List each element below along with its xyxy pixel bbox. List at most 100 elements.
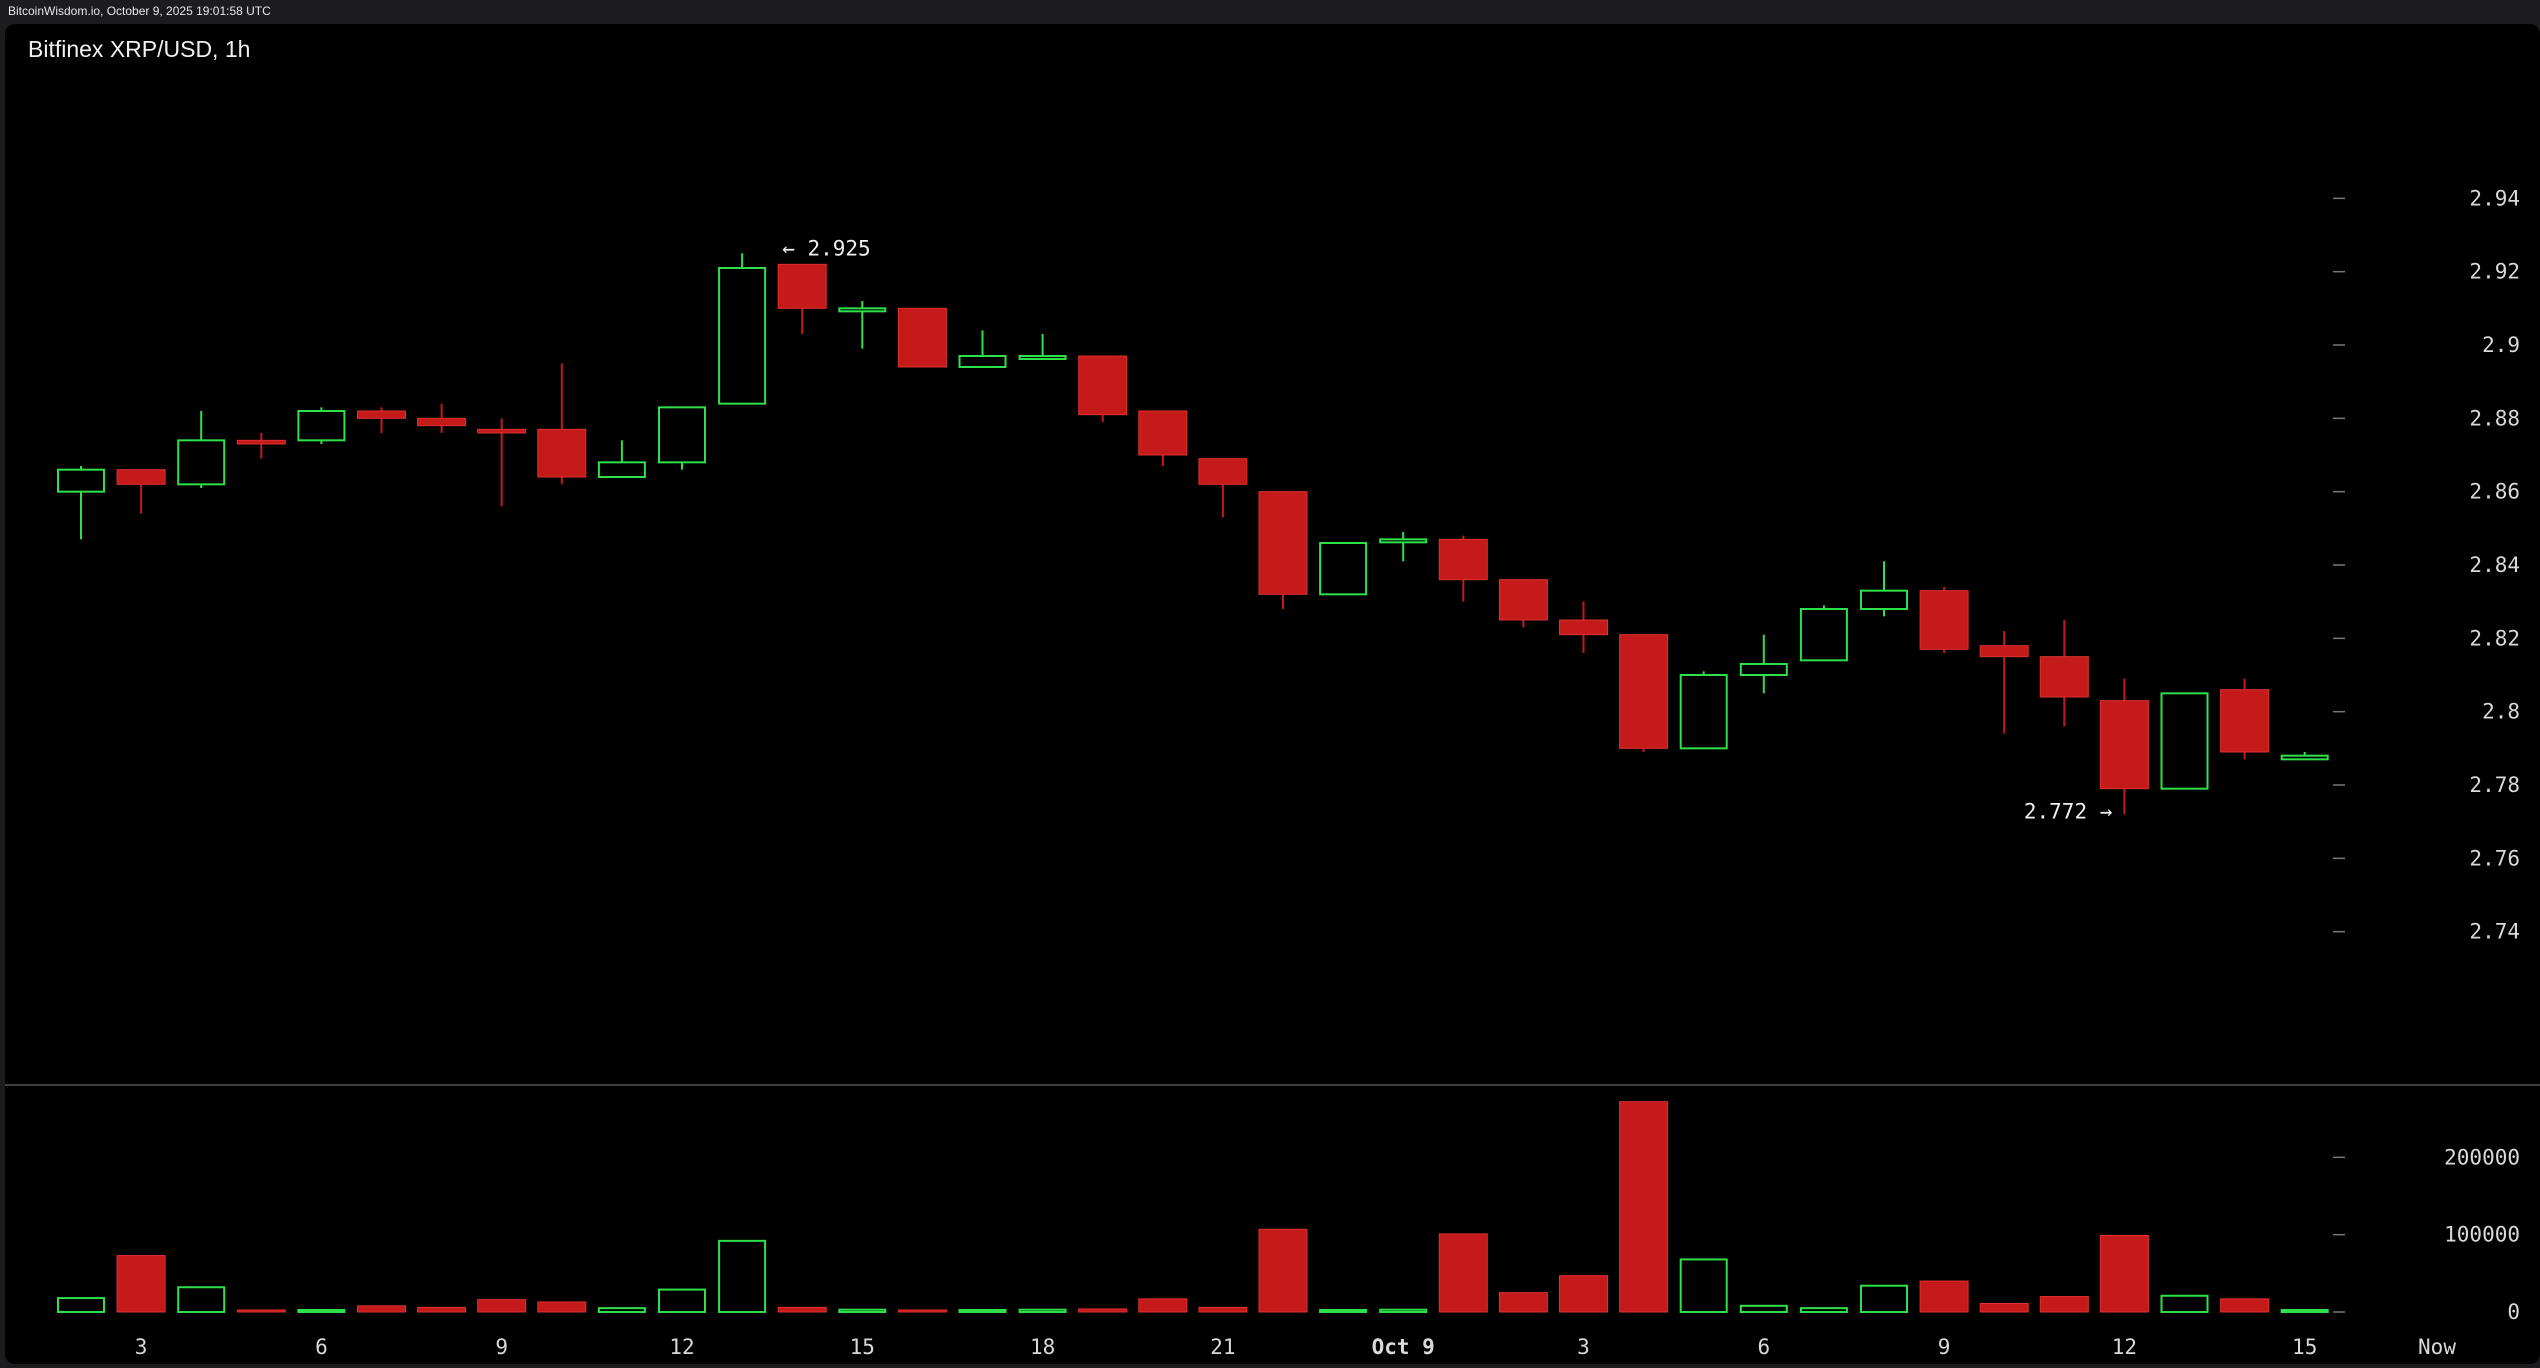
price-tick-label: 2.84 [2469,553,2520,577]
volume-bar-down[interactable] [1498,1292,1548,1313]
chart-title: Bitfinex XRP/USD, 1h [28,36,251,62]
volume-bar-down[interactable] [777,1306,827,1313]
time-axis-label: 3 [1577,1335,1590,1359]
candle-body-down[interactable] [477,428,527,434]
candle-body-up[interactable] [838,307,887,313]
time-axis-label: 9 [495,1335,508,1359]
candle-body-down[interactable] [1138,410,1188,456]
volume-bar-up[interactable] [958,1309,1007,1313]
candle-body-down[interactable] [1559,619,1608,636]
price-tick-label: 2.9 [2482,333,2520,357]
price-tick-label: 2.8 [2482,700,2520,724]
candle-body-up[interactable] [1799,608,1848,662]
candle-body-up[interactable] [1860,589,1908,611]
time-axis-label: 3 [135,1335,148,1359]
candle-body-up[interactable] [297,410,346,442]
volume-bar-up[interactable] [1799,1307,1848,1313]
volume-bar-down[interactable] [1138,1298,1188,1313]
candle-body-down[interactable] [537,428,587,478]
candle-body-up[interactable] [57,468,105,493]
time-axis-label: 12 [669,1335,694,1359]
volume-bar-down[interactable] [1198,1306,1248,1313]
time-axis-label: 6 [315,1335,328,1359]
volume-bar-up[interactable] [1739,1304,1788,1314]
volume-bar-down[interactable] [2039,1296,2089,1313]
volume-bar-up[interactable] [597,1307,646,1313]
candle-body-down[interactable] [1078,355,1128,416]
candle-body-up[interactable] [597,461,646,479]
candle-body-down[interactable] [236,439,286,445]
candle-body-up[interactable] [177,439,226,486]
candle-body-down[interactable] [1619,634,1669,749]
candle-body-down[interactable] [897,307,947,368]
candle-body-up[interactable] [2160,692,2209,790]
volume-bar-down[interactable] [1919,1280,1969,1313]
price-tick-label: 2.74 [2469,920,2520,944]
candle-body-down[interactable] [1919,590,1969,650]
volume-bar-up[interactable] [297,1309,346,1313]
price-tick-label: 2.76 [2469,846,2520,870]
candle-body-down[interactable] [1979,645,2029,658]
candle-body-down[interactable] [2039,656,2089,698]
volume-tick-label: 100000 [2444,1223,2520,1247]
candle-body-down[interactable] [1498,579,1548,621]
volume-bar-up[interactable] [57,1297,105,1313]
time-axis-label: 15 [2292,1335,2317,1359]
candle-body-up[interactable] [1379,538,1428,544]
price-tick-label: 2.78 [2469,773,2520,797]
volume-bar-up[interactable] [2160,1294,2209,1314]
volume-bar-down[interactable] [1979,1302,2029,1313]
volume-bar-down[interactable] [897,1309,947,1313]
volume-tick-label: 200000 [2444,1145,2520,1169]
volume-bar-up[interactable] [718,1239,767,1314]
time-axis-label: Oct 9 [1372,1335,1435,1359]
volume-bar-up[interactable] [1018,1308,1067,1314]
candle-body-down[interactable] [417,417,467,427]
volume-bar-up[interactable] [1379,1308,1428,1314]
candle-body-down[interactable] [116,469,166,485]
candle-body-up[interactable] [1739,663,1788,676]
volume-bar-up[interactable] [2280,1309,2329,1313]
volume-bar-down[interactable] [116,1255,166,1313]
candle-body-down[interactable] [1438,538,1488,581]
volume-bar-up[interactable] [838,1308,887,1314]
volume-bar-up[interactable] [1319,1309,1368,1313]
candle-body-down[interactable] [357,410,406,419]
volume-bar-down[interactable] [1438,1233,1488,1313]
candle-body-up[interactable] [958,355,1007,368]
chart-panel[interactable] [5,24,2540,1364]
candle-body-down[interactable] [2099,700,2149,790]
candle-body-up[interactable] [2280,754,2329,761]
time-axis-label: 21 [1210,1335,1235,1359]
price-tick-label: 2.82 [2469,626,2520,650]
candle-body-down[interactable] [1258,491,1308,595]
volume-bar-down[interactable] [1619,1101,1669,1313]
volume-bar-down[interactable] [2220,1298,2270,1313]
volume-bar-down[interactable] [537,1301,587,1313]
candle-body-up[interactable] [1679,674,1728,750]
volume-bar-up[interactable] [177,1286,226,1313]
volume-bar-down[interactable] [2099,1234,2149,1313]
price-tick-label: 2.86 [2469,480,2520,504]
volume-bar-up[interactable] [658,1288,706,1314]
candle-body-down[interactable] [777,263,827,309]
volume-bar-down[interactable] [1559,1275,1608,1313]
candle-body-up[interactable] [658,406,706,464]
candle-body-down[interactable] [2220,689,2270,753]
volume-bar-down[interactable] [236,1309,286,1313]
high-price-annotation: ← 2.925 [782,236,871,260]
volume-bar-up[interactable] [1860,1284,1908,1313]
candle-body-up[interactable] [1319,542,1368,596]
volume-bar-down[interactable] [357,1305,406,1313]
candle-body-up[interactable] [718,267,767,405]
price-tick-label: 2.88 [2469,406,2520,430]
candle-body-up[interactable] [1018,355,1067,360]
volume-bar-up[interactable] [1679,1258,1728,1313]
candle-body-down[interactable] [1198,458,1248,485]
volume-bar-down[interactable] [1078,1308,1128,1313]
volume-bar-down[interactable] [417,1306,467,1313]
volume-bar-down[interactable] [1258,1228,1308,1313]
time-axis-label: Now [2418,1335,2456,1359]
volume-bar-down[interactable] [477,1299,527,1313]
